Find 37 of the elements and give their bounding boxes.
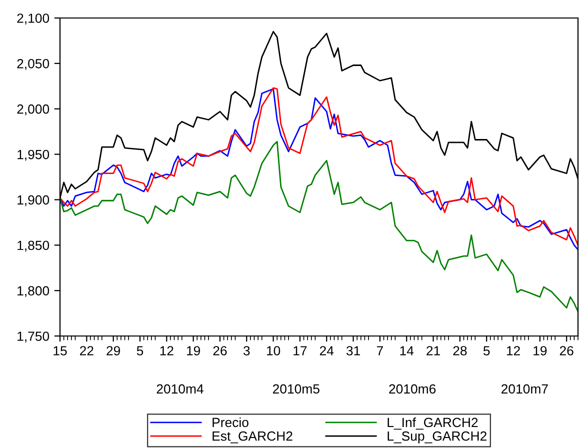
x-tick-label: 26	[560, 346, 574, 356]
legend-label: L_Inf_GARCH2	[388, 417, 478, 430]
x-tick-label: 28	[453, 346, 467, 356]
x-tick-label: 5	[136, 346, 144, 356]
text: 2010m6	[389, 384, 436, 394]
y-tick-label: 1,850	[18, 240, 50, 252]
x-tick-label: 3	[243, 346, 250, 356]
y-tick-label: 1,950	[18, 150, 50, 161]
x-tick-label: 17	[294, 346, 307, 356]
x-tick-label: 29	[106, 346, 120, 356]
x-tick-label: 12	[160, 346, 174, 356]
legend-label: L_Sup_GARCH2	[388, 431, 486, 444]
x-tick-label: 26	[213, 346, 227, 356]
x-tick-label: 14	[400, 346, 414, 356]
x-tick-label: 5	[483, 346, 490, 356]
text: 2010m7	[502, 384, 548, 394]
x-tick-label: 7	[376, 346, 383, 356]
line-series	[60, 140, 578, 312]
x-tick-label: 19	[186, 346, 200, 356]
y-tick-label: 2,000	[17, 104, 50, 116]
text: 2010m4	[156, 384, 204, 394]
x-tick-label: 21	[426, 346, 440, 356]
y-tick-label: 1,900	[18, 195, 50, 206]
y-tick-label: 1,800	[18, 286, 50, 298]
x-tick-label: 19	[534, 346, 547, 356]
legend-label: Precio	[212, 417, 248, 428]
x-tick-label: 24	[320, 346, 334, 356]
y-tick-label: 1,750	[18, 332, 50, 342]
legend-label: Est_GARCH2	[212, 431, 292, 444]
x-tick-label: 15	[54, 346, 67, 356]
x-tick-label: 10	[266, 346, 280, 356]
x-tick-label: 22	[80, 346, 94, 356]
text: 2010m5	[272, 384, 320, 394]
x-tick-label: 31	[346, 346, 360, 356]
y-tick-label: 2,050	[17, 58, 50, 70]
y-tick-label: 2,100	[17, 14, 50, 24]
x-tick-label: 12	[506, 346, 520, 356]
